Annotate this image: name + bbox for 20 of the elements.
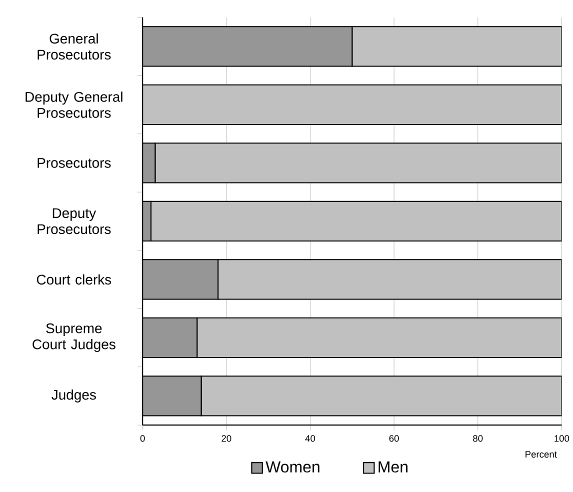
x-axis-title: Percent — [526, 451, 557, 458]
x-tick-label: 20 — [222, 435, 232, 442]
y-tick-label: Prosecutors — [38, 158, 111, 168]
x-tick-label: 60 — [389, 435, 399, 442]
y-tick-label: General Prosecutors — [38, 33, 111, 60]
y-tick-label: Judges — [52, 390, 96, 403]
y-tick-label: Court clerks — [36, 274, 112, 285]
x-tick-label: 40 — [305, 435, 316, 442]
x-tick-label: 100 — [554, 435, 570, 442]
x-tick-label: 80 — [473, 435, 483, 442]
x-tick-label: 0 — [140, 435, 145, 442]
text: Men — [378, 462, 408, 473]
bar — [142, 318, 198, 358]
y-tick-label: Deputy Prosecutors — [38, 208, 111, 234]
legend-label: Women — [266, 462, 320, 473]
y-tick-label: Deputy General Prosecutors — [26, 92, 122, 118]
bar — [142, 26, 353, 67]
bar — [142, 376, 202, 416]
y-tick-label: Supreme Court Judges — [32, 324, 116, 352]
bar — [142, 259, 219, 300]
